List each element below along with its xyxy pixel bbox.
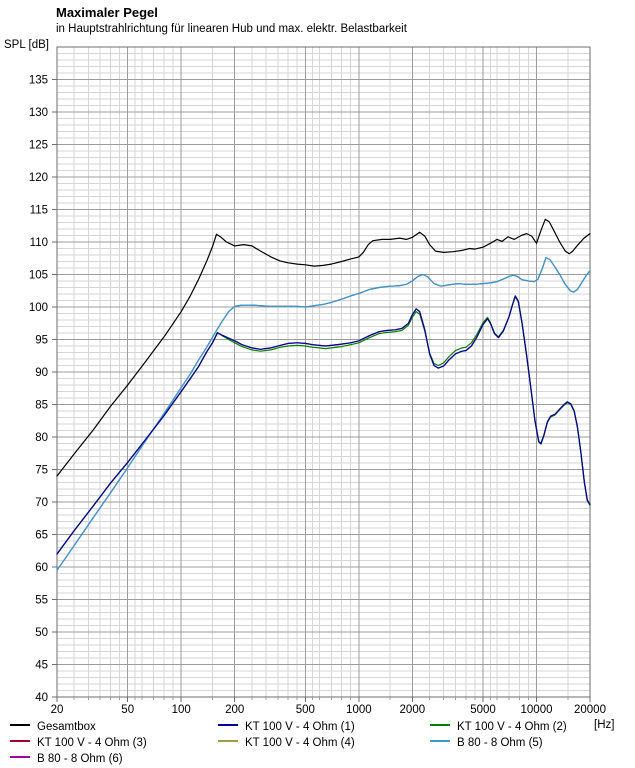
legend: Gesamtbox KT 100 V - 4 Ohm (1) KT 100 V - … (10, 719, 610, 767)
legend-item: B 80 - 8 Ohm (5) (430, 735, 610, 751)
x-tick-label: 200 (225, 704, 244, 716)
x-tick-label: 100 (172, 704, 191, 716)
x-tick-label: 10000 (521, 704, 553, 716)
legend-item: Gesamtbox (10, 719, 218, 735)
legend-label: Gesamtbox (37, 721, 96, 733)
legend-swatch (10, 739, 30, 742)
y-tick-label: 100 (29, 302, 48, 314)
y-tick-label: 110 (30, 237, 48, 249)
y-tick-label: 125 (29, 140, 48, 152)
x-tick-label: 1000 (346, 704, 372, 716)
y-tick-label: 105 (29, 270, 48, 282)
chart-subtitle: in Hauptstrahlrichtung für linearen Hub … (56, 23, 407, 35)
y-axis-title: SPL [dB] (4, 39, 49, 51)
legend-label: B 80 - 8 Ohm (6) (37, 753, 123, 765)
legend-item: B 80 - 8 Ohm (6) (10, 751, 218, 767)
legend-label: KT 100 V - 4 Ohm (4) (245, 737, 355, 749)
legend-swatch (10, 755, 30, 758)
y-tick-label: 70 (35, 497, 48, 509)
y-tick-label: 85 (35, 400, 48, 412)
legend-swatch (10, 723, 30, 726)
legend-label: KT 100 V - 4 Ohm (2) (457, 721, 567, 733)
curve-b-80-8-ohm-5- (56, 257, 591, 571)
x-tick-label: 500 (296, 704, 315, 716)
y-tick-label: 45 (35, 660, 48, 672)
y-tick-label: 65 (35, 530, 48, 542)
y-tick-label: 80 (35, 432, 48, 444)
y-tick-label: 90 (35, 367, 48, 379)
legend-item: KT 100 V - 4 Ohm (4) (218, 735, 430, 751)
x-tick-label: 20 (51, 704, 64, 716)
y-tick-label: 120 (29, 172, 48, 184)
y-tick-label: 135 (29, 75, 48, 87)
legend-item: KT 100 V - 4 Ohm (3) (10, 735, 218, 751)
y-tick-label: 50 (35, 627, 48, 639)
legend-label: B 80 - 8 Ohm (5) (457, 737, 543, 749)
legend-swatch (430, 723, 450, 726)
y-tick-label: 75 (35, 465, 48, 477)
legend-item: KT 100 V - 4 Ohm (1) (218, 719, 430, 735)
x-tick-label: 50 (121, 704, 134, 716)
x-tick-label: 2000 (400, 704, 426, 716)
legend-swatch (218, 739, 238, 742)
y-tick-label: 40 (35, 692, 48, 704)
x-tick-label: 5000 (470, 704, 496, 716)
curve-gesamtbox (56, 218, 591, 477)
y-tick-label: 130 (29, 107, 48, 119)
chart-title: Maximaler Pegel (56, 5, 158, 20)
y-tick-label: 60 (35, 562, 48, 574)
y-tick-label: 95 (35, 335, 48, 347)
curve-kt-100-v-4-ohm-1- (56, 295, 591, 555)
legend-label: KT 100 V - 4 Ohm (3) (37, 737, 147, 749)
legend-swatch (218, 723, 238, 726)
y-tick-label: 115 (30, 205, 48, 217)
y-tick-label: 55 (35, 595, 48, 607)
x-axis-unit-label: [Hz] (594, 719, 615, 731)
legend-label: KT 100 V - 4 Ohm (1) (245, 721, 355, 733)
x-tick-label: 20000 (574, 704, 606, 716)
legend-swatch (430, 739, 450, 742)
legend-item: KT 100 V - 4 Ohm (2) (430, 719, 610, 735)
